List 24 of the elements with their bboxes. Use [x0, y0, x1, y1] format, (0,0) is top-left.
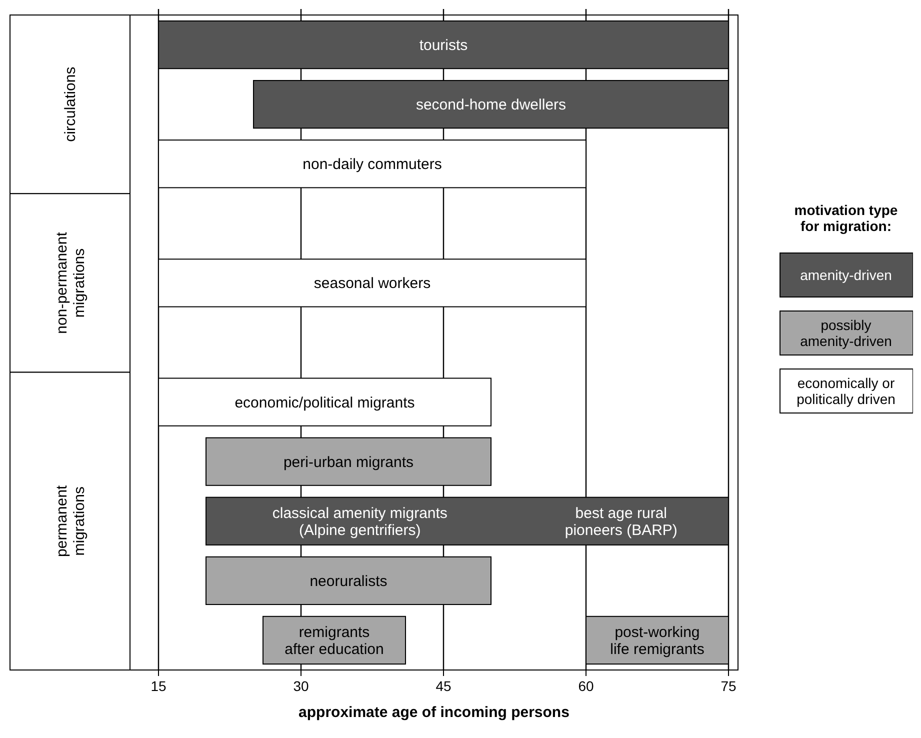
text: possibly amenity-driven	[800, 316, 892, 349]
y-tick-label: tourists	[419, 37, 468, 54]
text: economically or politically driven	[796, 374, 896, 407]
y-tick-label: non-daily commuters	[302, 156, 442, 174]
text: amenity-driven	[800, 266, 892, 283]
annotation: best age rural pioneers (BARP)	[564, 504, 678, 540]
x-tick-label: 60	[578, 678, 594, 694]
x-axis-title: approximate age of incoming persons	[298, 704, 570, 721]
x-tick-label: 30	[293, 678, 309, 694]
y-tick-label: economic/political migrants	[234, 394, 415, 412]
y-tick-label: second-home dwellers	[416, 96, 566, 114]
y-tick-label: neoruralists	[310, 572, 388, 590]
legend-title: motivation type for migration:	[794, 202, 898, 234]
y-tick-label: classical amenity migrants (Alpine gentrifiers)	[272, 504, 448, 540]
x-tick-label: 15	[150, 678, 166, 694]
text: circulations	[62, 66, 80, 142]
text: non-permanent migrations	[54, 231, 88, 334]
annotation: post-working life remigrants	[610, 624, 704, 658]
x-tick-label: 75	[720, 678, 736, 694]
y-tick-label: seasonal workers	[314, 275, 431, 292]
y-tick-label: remigrants after education	[284, 624, 384, 658]
text: permanent migrations	[54, 484, 88, 557]
x-tick-label: 45	[436, 678, 452, 694]
y-tick-label: peri-urban migrants	[283, 454, 414, 471]
